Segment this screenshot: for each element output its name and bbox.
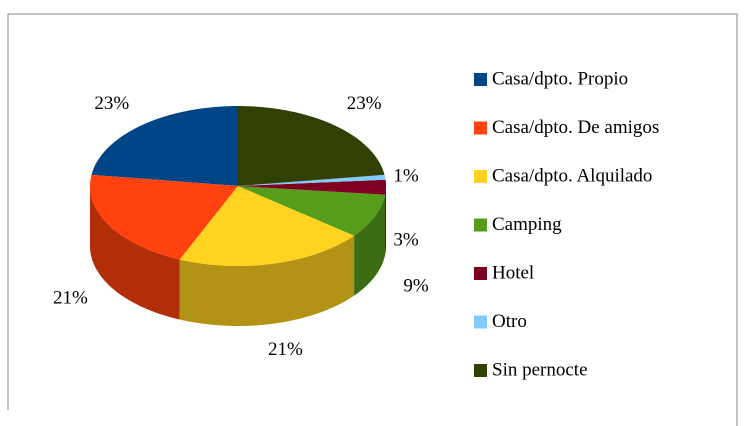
legend-label: Casa/dpto. Alquilado xyxy=(492,165,652,186)
legend-label: Casa/dpto. De amigos xyxy=(492,117,659,138)
slice-side xyxy=(90,186,180,320)
data-label: 23% xyxy=(347,93,382,114)
slice xyxy=(238,106,385,186)
slice-side-shade xyxy=(179,235,355,326)
legend-swatch xyxy=(474,73,487,86)
legend-swatch xyxy=(474,218,487,232)
slice xyxy=(91,106,239,186)
legend-swatch xyxy=(474,364,487,377)
slice xyxy=(238,174,386,186)
data-label: 9% xyxy=(403,275,429,296)
legend-label: Camping xyxy=(492,214,562,235)
slice xyxy=(238,179,386,195)
slice-side-shade xyxy=(90,186,180,320)
legend-swatch xyxy=(474,121,487,135)
legend-label: Otro xyxy=(492,311,527,332)
slice-side-shade xyxy=(385,186,386,255)
slice-side xyxy=(385,186,386,255)
legend-swatch xyxy=(474,170,487,183)
legend-label: Sin pernocte xyxy=(492,359,588,380)
data-label: 23% xyxy=(94,93,129,114)
slice xyxy=(90,174,239,260)
slice xyxy=(238,186,386,236)
data-label: 1% xyxy=(393,166,419,187)
legend-label: Casa/dpto. Propio xyxy=(492,68,628,89)
data-label: 21% xyxy=(53,287,88,308)
slice-side xyxy=(179,235,355,326)
slice xyxy=(179,186,355,266)
data-label: 3% xyxy=(393,230,419,251)
legend-label: Hotel xyxy=(492,262,534,283)
legend-swatch xyxy=(474,315,487,329)
legend-swatch xyxy=(474,267,487,280)
data-label: 21% xyxy=(268,339,303,360)
slice-side xyxy=(354,194,386,296)
chart-frame xyxy=(7,13,738,426)
slice-side-shade xyxy=(354,194,386,296)
